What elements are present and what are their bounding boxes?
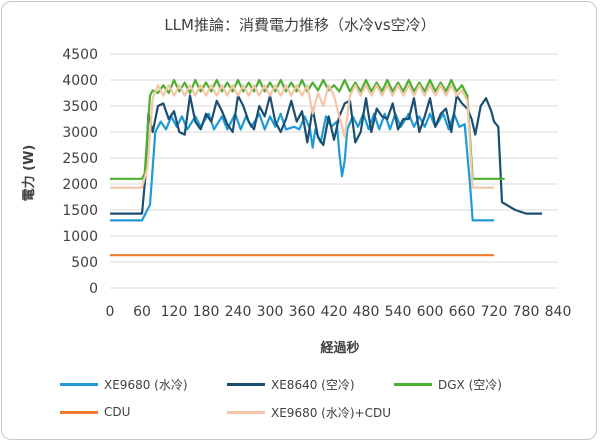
- y-tick-label: 1500: [62, 203, 98, 219]
- series-line-1: [110, 94, 542, 215]
- y-tick-label: 1000: [62, 229, 98, 245]
- x-tick-label: 60: [133, 304, 151, 320]
- y-tick-label: 2000: [62, 177, 98, 193]
- x-tick-label: 120: [161, 304, 188, 320]
- y-tick-label: 500: [71, 255, 98, 271]
- gridlines: [110, 53, 558, 289]
- series-line-4: [110, 84, 494, 189]
- y-tick-label: 4000: [62, 73, 98, 89]
- x-tick-label: 360: [289, 304, 316, 320]
- x-tick-label: 0: [106, 304, 115, 320]
- x-tick-label: 540: [385, 304, 412, 320]
- y-tick-labels: 0 500 1000 1500 2000 2500 3000 3500 4000 4500: [62, 47, 98, 297]
- y-tick-label: 2500: [62, 151, 98, 167]
- series-lines: [110, 78, 542, 257]
- series-line-2: [110, 78, 505, 180]
- x-tick-label: 600: [417, 304, 444, 320]
- x-tick-label: 840: [545, 304, 572, 320]
- x-tick-label: 240: [225, 304, 252, 320]
- x-tick-labels: 0 60 120 180 240 300 360 420 480 540 600 660 720 780 8…: [106, 304, 572, 320]
- x-tick-label: 180: [193, 304, 220, 320]
- y-tick-label: 3000: [62, 125, 98, 141]
- y-tick-label: 0: [89, 281, 98, 297]
- y-tick-label: 3500: [62, 99, 98, 115]
- x-axis-label: 経過秒: [320, 340, 359, 356]
- x-tick-label: 300: [257, 304, 284, 320]
- x-tick-label: 660: [449, 304, 476, 320]
- series-line-0: [110, 112, 494, 222]
- x-tick-label: 780: [513, 304, 540, 320]
- x-tick-label: 420: [321, 304, 348, 320]
- x-tick-label: 720: [481, 304, 508, 320]
- y-axis-label: 電力 (W): [21, 145, 37, 202]
- x-tick-label: 480: [353, 304, 380, 320]
- y-tick-label: 4500: [62, 47, 98, 63]
- chart-title: LLM推論：消費電力推移（水冷vs空冷）: [164, 16, 436, 34]
